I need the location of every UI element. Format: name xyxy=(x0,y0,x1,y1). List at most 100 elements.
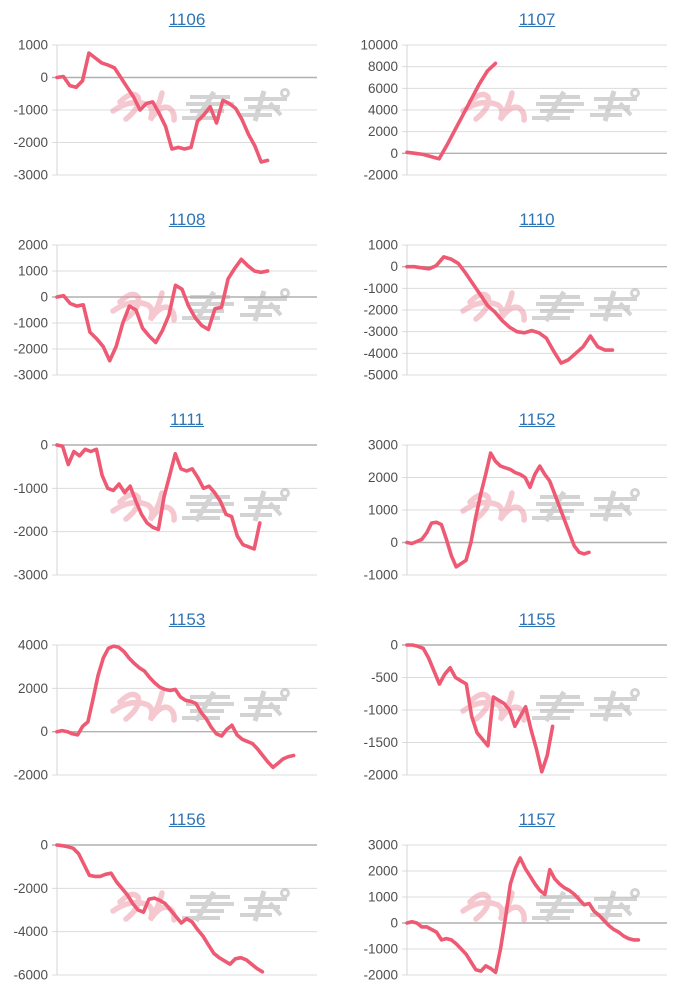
chart-title-row: 1155 xyxy=(350,600,700,633)
price-series-line xyxy=(55,51,270,164)
y-axis-tick-label: 3000 xyxy=(368,838,398,853)
y-axis-tick-label: -2000 xyxy=(13,881,48,896)
y-axis-tick-label: -1500 xyxy=(363,735,398,750)
chart-title-link[interactable]: 1155 xyxy=(518,610,556,629)
chart-title-link[interactable]: 1110 xyxy=(519,210,555,229)
chart-title-link[interactable]: 1152 xyxy=(518,410,556,429)
y-axis-tick-label: -1000 xyxy=(13,316,48,331)
y-axis-tick-label: 1000 xyxy=(18,38,48,53)
price-series-line xyxy=(405,643,555,774)
chart-cell: 1107 10000 8000 6000 4000 2000 0 -2000 xyxy=(350,0,700,200)
y-axis-tick-label: -2000 xyxy=(13,524,48,539)
minkabu-watermark-icon xyxy=(110,488,290,523)
line-chart-canvas: 2000 1000 0 -1000 -2000 -3000 xyxy=(13,238,317,383)
chart-cell: 1110 1000 0 -1000 -2000 -3000 -4000 -5000 xyxy=(350,200,700,400)
price-series-line xyxy=(405,61,498,161)
y-axis-tick-label: -500 xyxy=(371,670,398,685)
minkabu-watermark-icon xyxy=(460,88,640,123)
minkabu-watermark-icon xyxy=(460,488,640,523)
line-chart-canvas: 0 -2000 -4000 -6000 xyxy=(13,838,317,983)
y-axis-tick-label: -2000 xyxy=(363,168,398,183)
y-axis-tick-label: 2000 xyxy=(18,681,48,696)
minkabu-watermark-icon xyxy=(460,288,640,323)
y-axis-tick-label: 0 xyxy=(390,916,398,931)
y-axis-tick-label: 0 xyxy=(40,724,48,739)
chart-title-row: 1108 xyxy=(0,200,350,233)
minkabu-watermark-icon xyxy=(110,88,290,123)
price-series-line xyxy=(405,255,615,365)
chart-cell: 1156 0 -2000 -4000 -6000 xyxy=(0,800,350,1000)
chart-cell: 1106 1000 0 -1000 -2000 -3000 xyxy=(0,0,350,200)
y-axis-tick-label: 2000 xyxy=(18,238,48,253)
y-axis-tick-label: -1000 xyxy=(363,568,398,583)
chart-title-link[interactable]: 1106 xyxy=(168,10,206,29)
chart-title-row: 1153 xyxy=(0,600,350,633)
y-axis-tick-label: 0 xyxy=(390,259,398,274)
minkabu-watermark-icon xyxy=(460,888,640,923)
y-axis-tick-label: -1000 xyxy=(363,942,398,957)
y-axis-tick-label: -2000 xyxy=(363,303,398,318)
y-axis-tick-label: -1000 xyxy=(363,281,398,296)
y-axis-tick-label: 1000 xyxy=(368,238,398,253)
price-series-line xyxy=(405,856,641,975)
y-axis-tick-label: 4000 xyxy=(18,638,48,653)
y-axis-tick-label: -2000 xyxy=(13,768,48,783)
y-axis-tick-label: 6000 xyxy=(368,81,398,96)
chart-cell: 1153 4000 2000 0 -2000 xyxy=(0,600,350,800)
y-axis-tick-label: 1000 xyxy=(368,503,398,518)
price-series-line xyxy=(55,843,265,974)
line-chart-canvas: 10000 8000 6000 4000 2000 0 -2000 xyxy=(360,38,667,183)
line-chart-canvas: 3000 2000 1000 0 -1000 -2000 xyxy=(363,838,667,983)
y-axis-tick-label: 0 xyxy=(40,438,48,453)
y-axis-tick-label: 2000 xyxy=(368,470,398,485)
y-axis-tick-label: -3000 xyxy=(13,168,48,183)
y-axis-tick-label: -6000 xyxy=(13,968,48,983)
y-axis-tick-label: -4000 xyxy=(363,346,398,361)
y-axis-tick-label: 0 xyxy=(390,146,398,161)
chart-title-row: 1110 xyxy=(350,200,700,233)
chart-title-link[interactable]: 1111 xyxy=(169,410,205,429)
y-axis-tick-label: -3000 xyxy=(363,324,398,339)
line-chart-canvas: 3000 2000 1000 0 -1000 xyxy=(363,438,667,583)
y-axis-tick-label: -2000 xyxy=(13,135,48,150)
y-axis-tick-label: 0 xyxy=(40,290,48,305)
line-chart-canvas: 0 -500 -1000 -1500 -2000 xyxy=(363,638,667,783)
line-chart-canvas: 0 -1000 -2000 -3000 xyxy=(13,438,317,583)
y-axis-tick-label: -1000 xyxy=(363,703,398,718)
y-axis-tick-label: -3000 xyxy=(13,368,48,383)
y-axis-tick-label: -1000 xyxy=(13,481,48,496)
y-axis-tick-label: -3000 xyxy=(13,568,48,583)
chart-title-link[interactable]: 1157 xyxy=(518,810,556,829)
minkabu-watermark-icon xyxy=(110,888,290,923)
y-axis-tick-label: 3000 xyxy=(368,438,398,453)
y-axis-tick-label: 10000 xyxy=(360,38,398,53)
chart-title-row: 1111 xyxy=(0,400,350,433)
chart-title-row: 1152 xyxy=(350,400,700,433)
chart-title-row: 1157 xyxy=(350,800,700,833)
chart-cell: 1152 3000 2000 1000 0 -1000 xyxy=(350,400,700,600)
line-chart-canvas: 1000 0 -1000 -2000 -3000 xyxy=(13,38,317,183)
y-axis-tick-label: 8000 xyxy=(368,59,398,74)
y-axis-tick-label: -4000 xyxy=(13,924,48,939)
price-series-line xyxy=(405,451,591,569)
y-axis-tick-label: -2000 xyxy=(13,342,48,357)
price-series-line xyxy=(55,644,296,770)
y-axis-tick-label: -2000 xyxy=(363,968,398,983)
price-series-line xyxy=(55,257,270,363)
chart-title-link[interactable]: 1153 xyxy=(168,610,206,629)
chart-cell: 1155 0 -500 -1000 -1500 -2000 xyxy=(350,600,700,800)
y-axis-tick-label: 0 xyxy=(40,838,48,853)
chart-title-link[interactable]: 1108 xyxy=(168,210,206,229)
chart-title-link[interactable]: 1107 xyxy=(518,10,556,29)
y-axis-tick-label: 2000 xyxy=(368,124,398,139)
minkabu-watermark-icon xyxy=(460,688,640,723)
line-chart-canvas: 1000 0 -1000 -2000 -3000 -4000 -5000 xyxy=(363,238,667,383)
chart-title-link[interactable]: 1156 xyxy=(168,810,206,829)
y-axis-tick-label: -1000 xyxy=(13,103,48,118)
chart-cell: 1157 3000 2000 1000 0 -1000 -2000 xyxy=(350,800,700,1000)
price-series-line xyxy=(55,443,262,551)
y-axis-tick-label: 0 xyxy=(40,70,48,85)
minkabu-watermark-icon xyxy=(110,288,290,323)
